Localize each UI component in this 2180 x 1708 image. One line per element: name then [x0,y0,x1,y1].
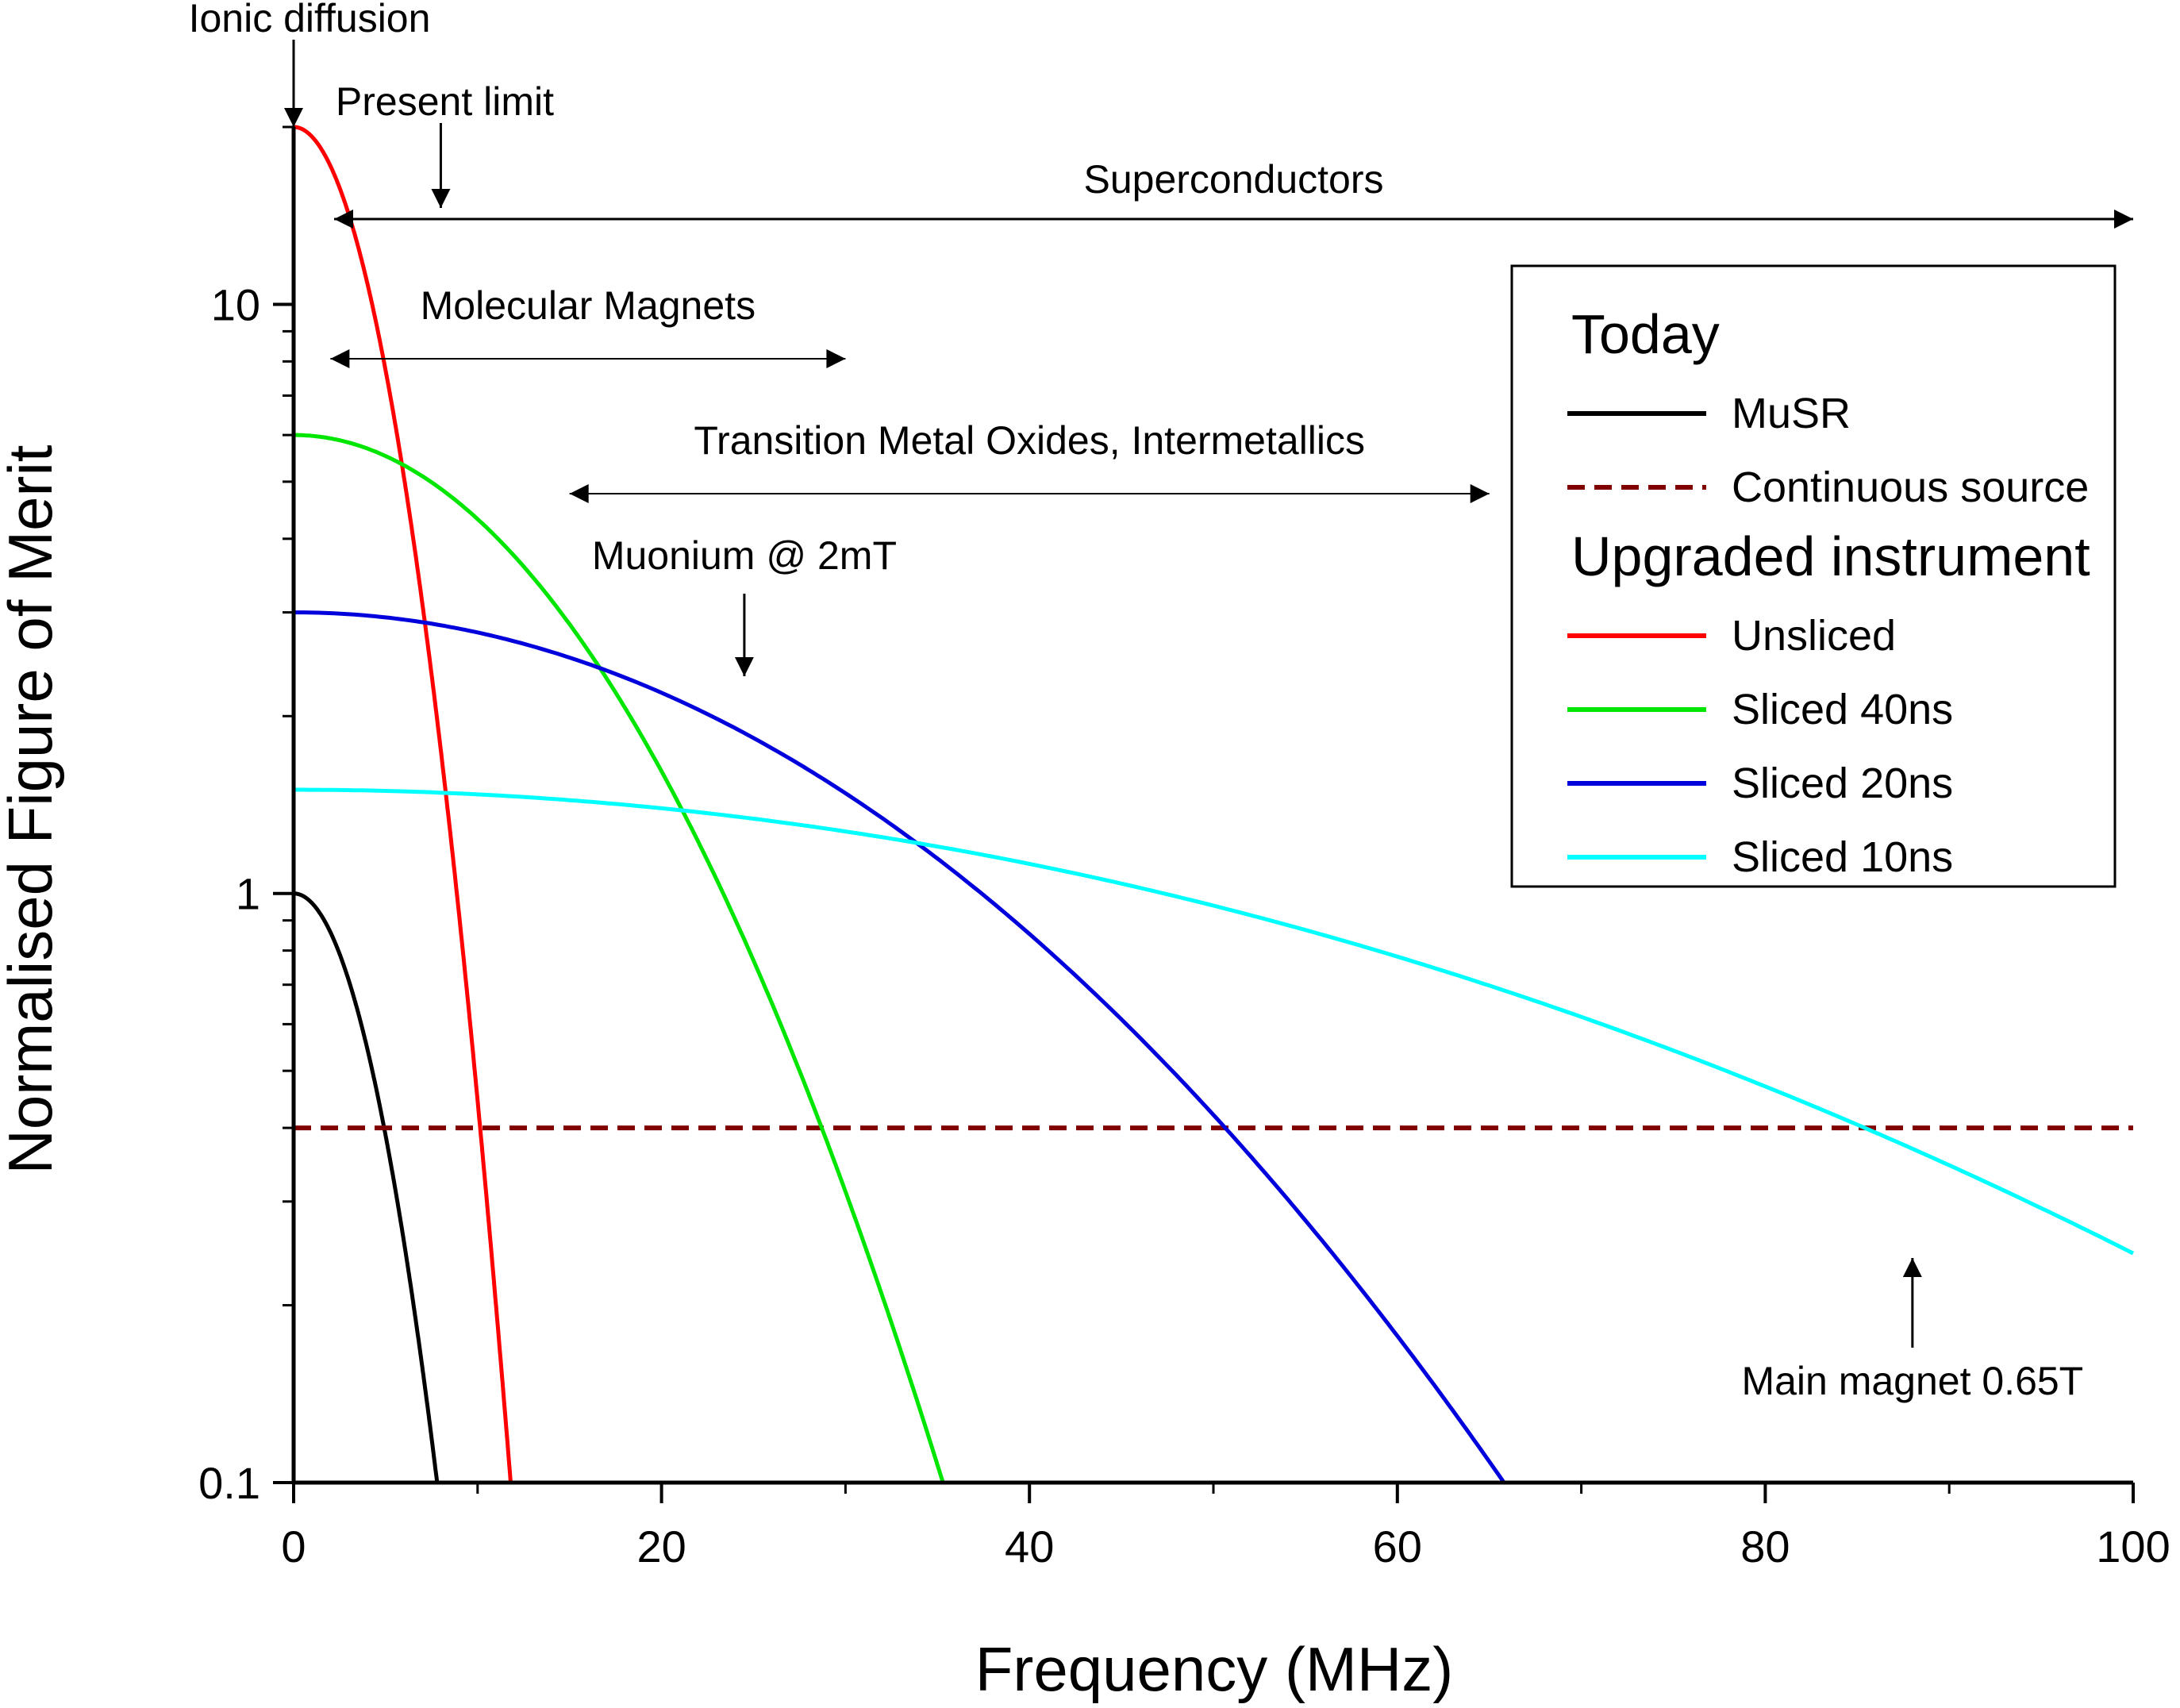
legend-heading: Today [1571,303,1720,365]
x-tick-label: 40 [1005,1521,1054,1571]
annotation-muonium-label: Muonium @ 2mT [592,533,897,578]
x-tick-label: 60 [1373,1521,1422,1571]
y-axis-title: Normalised Figure of Merit [0,444,65,1174]
x-tick-label: 80 [1740,1521,1790,1571]
axes: Frequency (MHz) Normalised Figure of Mer… [0,125,2170,1704]
annotation-tmo-label: Transition Metal Oxides, Intermetallics [694,418,1365,463]
series-line-sliced-10ns [294,787,2135,1256]
x-tick-label: 20 [636,1521,686,1571]
annotation-molmag-label: Molecular Magnets [421,283,756,328]
y-tick-label: 1 [236,869,260,919]
legend-entry-label: Sliced 40ns [1732,686,1953,733]
x-tick-label: 0 [281,1521,306,1571]
annotation-present-label: Present limit [336,79,554,124]
legend-entry-label: Continuous source [1732,464,2089,511]
legend-entry-label: Unsliced [1732,612,1896,660]
x-tick-label: 100 [2096,1521,2170,1571]
y-tick-label: 10 [211,279,260,329]
annotation-mainmag-label: Main magnet 0.65T [1741,1359,2083,1403]
legend-heading: Upgraded instrument [1571,525,2090,587]
legend-entry-label: Sliced 10ns [1732,833,1953,881]
series-line-sliced-40ns [294,433,945,1483]
y-tick-label: 0.1 [198,1458,260,1508]
x-axis-title: Frequency (MHz) [975,1634,1453,1704]
legend: Today MuSR Continuous source Upgraded instr… [1510,264,2117,888]
legend-entry-label: MuSR [1732,390,1851,437]
plot-area [292,125,2135,1484]
series-line-unsliced [292,125,513,1483]
series-line-musr [292,891,440,1483]
annotations: Ionic diffusion Present limit Superconduct… [189,0,2133,1403]
annotation-ionic-label: Ionic diffusion [189,0,431,40]
annotation-super-label: Superconductors [1083,157,1383,202]
legend-entry-label: Sliced 20ns [1732,760,1953,807]
series-line-sliced-20ns [294,610,1506,1484]
